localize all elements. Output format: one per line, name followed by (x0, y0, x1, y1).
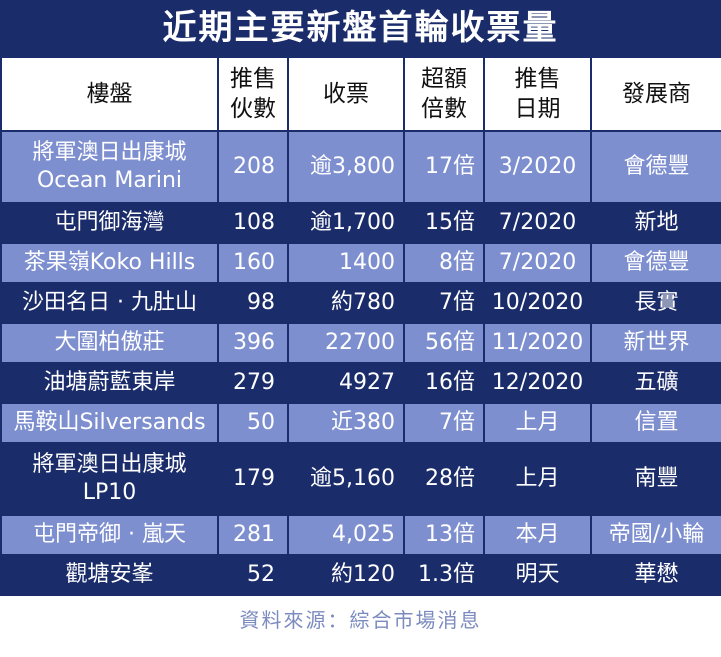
project-name-line: 屯門帝御 · 嵐天 (33, 522, 186, 547)
project-name-line: 沙田名日 · 九肚山 (22, 290, 197, 315)
cell-units: 98 (217, 282, 289, 324)
cell-units: 281 (217, 514, 289, 556)
header-developer: 發展商 (590, 56, 721, 132)
cell-date: 7/2020 (483, 242, 592, 284)
cell-ratio: 7倍 (403, 402, 485, 444)
table-row: 馬鞍山Silversands 50 近380 7倍 上月 信置 (0, 402, 721, 444)
table-row: 沙田名日 · 九肚山 98 約780 7倍 10/2020 長實 (0, 282, 721, 324)
project-name-line: 將軍澳日出康城 (32, 452, 187, 477)
cell-developer: 會德豐 (590, 130, 721, 204)
cell-project-name: 觀塘安峯 (0, 554, 219, 596)
cell-developer: 帝國/小輪 (590, 514, 721, 556)
cell-ratio: 8倍 (403, 242, 485, 284)
cell-subscriptions: 4927 (287, 362, 405, 404)
cell-date: 7/2020 (483, 202, 592, 244)
cell-subscriptions: 逾5,160 (287, 442, 405, 516)
cell-developer: 五礦 (590, 362, 721, 404)
cell-developer: 會德豐 (590, 242, 721, 284)
source-note: 資料來源：綜合市場消息 (239, 608, 482, 632)
cell-date: 11/2020 (483, 322, 592, 364)
cell-units: 160 (217, 242, 289, 284)
cell-date: 明天 (483, 554, 592, 596)
cell-project-name: 油塘蔚藍東岸 (0, 362, 219, 404)
cell-developer: 信置 (590, 402, 721, 444)
cell-ratio: 56倍 (403, 322, 485, 364)
table-row: 將軍澳日出康城 LP10 179 逾5,160 28倍 上月 南豐 (0, 442, 721, 516)
cell-ratio: 13倍 (403, 514, 485, 556)
cell-project-name: 屯門御海灣 (0, 202, 219, 244)
header-units: 推售 伙數 (217, 56, 289, 132)
cell-subscriptions: 4,025 (287, 514, 405, 556)
project-name-line: 屯門御海灣 (54, 210, 165, 235)
cell-subscriptions: 逾1,700 (287, 202, 405, 244)
cell-date: 本月 (483, 514, 592, 556)
header-ratio: 超額 倍數 (403, 56, 485, 132)
cell-ratio: 28倍 (403, 442, 485, 516)
cell-developer: 新世界 (590, 322, 721, 364)
cell-units: 279 (217, 362, 289, 404)
table-row: 茶果嶺Koko Hills 160 1400 8倍 7/2020 會德豐 (0, 242, 721, 284)
table-row: 大圍柏傲莊 396 22700 56倍 11/2020 新世界 (0, 322, 721, 364)
cell-project-name: 茶果嶺Koko Hills (0, 242, 219, 284)
cell-date: 上月 (483, 442, 592, 516)
table-row: 觀塘安峯 52 約120 1.3倍 明天 華懋 (0, 554, 721, 596)
cell-date: 上月 (483, 402, 592, 444)
cell-subscriptions: 約780 (287, 282, 405, 324)
cell-developer: 長實 (590, 282, 721, 324)
project-name-line: Ocean Marini (36, 168, 183, 193)
cell-project-name: 屯門帝御 · 嵐天 (0, 514, 219, 556)
project-name-line: 馬鞍山Silversands (13, 410, 206, 435)
cell-project-name: 將軍澳日出康城 Ocean Marini (0, 130, 219, 204)
cell-date: 10/2020 (483, 282, 592, 324)
cell-subscriptions: 近380 (287, 402, 405, 444)
header-date: 推售 日期 (483, 56, 592, 132)
table-row: 屯門御海灣 108 逾1,700 15倍 7/2020 新地 (0, 202, 721, 244)
cell-developer: 華懋 (590, 554, 721, 596)
cell-units: 179 (217, 442, 289, 516)
cell-units: 108 (217, 202, 289, 244)
presale-subscriptions-table: 樓盤 推售 伙數 收票 超額 倍數 推售 日期 發展商 將軍澳日出康城 Ocean… (0, 56, 721, 596)
cell-project-name: 沙田名日 · 九肚山 (0, 282, 219, 324)
cell-subscriptions: 22700 (287, 322, 405, 364)
cell-ratio: 16倍 (403, 362, 485, 404)
cell-project-name: 大圍柏傲莊 (0, 322, 219, 364)
table-row: 油塘蔚藍東岸 279 4927 16倍 12/2020 五礦 (0, 362, 721, 404)
project-name-line: 將軍澳日出康城 (32, 140, 187, 165)
cell-ratio: 17倍 (403, 130, 485, 204)
table-row: 將軍澳日出康城 Ocean Marini 208 逾3,800 17倍 3/2020 會德豐 (0, 130, 721, 204)
header-name: 樓盤 (0, 56, 219, 132)
cell-date: 3/2020 (483, 130, 592, 204)
project-name-line: LP10 (82, 480, 137, 505)
project-name-line: 油塘蔚藍東岸 (43, 370, 176, 395)
table-title: 近期主要新盤首輪收票量 (0, 0, 721, 56)
cell-subscriptions: 逾3,800 (287, 130, 405, 204)
header-subscriptions: 收票 (287, 56, 405, 132)
cell-project-name: 將軍澳日出康城 LP10 (0, 442, 219, 516)
project-name-line: 大圍柏傲莊 (54, 330, 165, 355)
cell-developer: 南豐 (590, 442, 721, 516)
cell-units: 50 (217, 402, 289, 444)
cell-units: 208 (217, 130, 289, 204)
cell-subscriptions: 約120 (287, 554, 405, 596)
cell-subscriptions: 1400 (287, 242, 405, 284)
project-name-line: 觀塘安峯 (65, 562, 154, 587)
table-row: 屯門帝御 · 嵐天 281 4,025 13倍 本月 帝國/小輪 (0, 514, 721, 556)
cell-ratio: 7倍 (403, 282, 485, 324)
header-row: 樓盤 推售 伙數 收票 超額 倍數 推售 日期 發展商 (0, 56, 721, 132)
cell-developer: 新地 (590, 202, 721, 244)
cell-ratio: 15倍 (403, 202, 485, 244)
cell-date: 12/2020 (483, 362, 592, 404)
project-name-line: 茶果嶺Koko Hills (23, 250, 196, 275)
cell-ratio: 1.3倍 (403, 554, 485, 596)
cell-units: 52 (217, 554, 289, 596)
cell-project-name: 馬鞍山Silversands (0, 402, 219, 444)
cell-units: 396 (217, 322, 289, 364)
